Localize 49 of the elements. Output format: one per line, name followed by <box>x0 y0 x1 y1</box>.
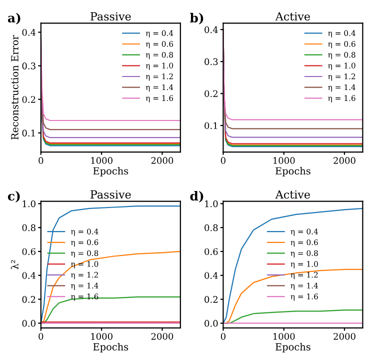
text: b) <box>190 12 204 24</box>
chart-title: Active <box>275 12 310 21</box>
x-tick-label: 2000 <box>334 332 356 340</box>
text: d) <box>190 190 204 202</box>
y-tick-label: 0.0 <box>204 320 218 327</box>
y-tick-label: 0.8 <box>204 224 218 232</box>
x-axis-title: Epochs <box>276 167 310 176</box>
text: a) <box>8 12 20 24</box>
y-axis-title: Reconstruction Error <box>11 35 18 140</box>
x-tick-label: 2000 <box>151 332 174 340</box>
x-tick-label: 0 <box>38 157 44 164</box>
y-tick-label: 0.6 <box>22 248 36 256</box>
x-tick-label: 1000 <box>91 332 112 340</box>
y-tick-label: 0.8 <box>22 224 36 232</box>
y-tick-label: 0.4 <box>204 272 218 279</box>
x-tick-label: 2000 <box>151 157 174 164</box>
x-axis-title: Epochs <box>276 342 310 352</box>
x-axis-title: Epochs <box>93 167 128 176</box>
y-tick-label: 0.2 <box>22 296 36 303</box>
y-tick-label: 1.0 <box>205 200 218 208</box>
x-tick-label: 1000 <box>91 157 112 164</box>
y-tick-label: 1.0 <box>22 200 36 208</box>
x-tick-label: 0 <box>38 332 44 340</box>
x-tick-label: 0 <box>220 332 226 340</box>
y-tick-label: 0.3 <box>22 62 36 70</box>
chart-title: Active <box>275 190 310 199</box>
x-tick-label: 0 <box>220 157 226 164</box>
x-tick-label: 1000 <box>273 332 295 340</box>
y-tick-label: 0.4 <box>22 28 36 36</box>
line-series <box>40 206 180 324</box>
x-tick-label: 2000 <box>334 157 356 164</box>
line-series <box>223 208 363 324</box>
y-tick-label: 0.2 <box>204 90 218 98</box>
y-tick-label: 0.3 <box>204 58 218 66</box>
chart-title: Passive <box>90 190 131 199</box>
y-axis-title: λ² <box>10 260 18 270</box>
y-tick-label: 0.6 <box>204 248 218 256</box>
y-tick-label: 0.2 <box>22 96 36 103</box>
text: c) <box>8 190 20 202</box>
y-tick-label: 0.1 <box>204 122 218 130</box>
chart-title: Passive <box>90 12 131 21</box>
y-tick-label: 0.4 <box>204 26 218 34</box>
y-tick-label: 0.0 <box>22 320 36 327</box>
y-tick-label: 0.2 <box>204 296 218 303</box>
x-tick-label: 1000 <box>273 157 295 164</box>
y-tick-label: 0.1 <box>22 130 35 136</box>
x-axis-title: Epochs <box>93 342 128 352</box>
y-tick-label: 0.4 <box>22 272 36 279</box>
line-series <box>40 250 180 324</box>
